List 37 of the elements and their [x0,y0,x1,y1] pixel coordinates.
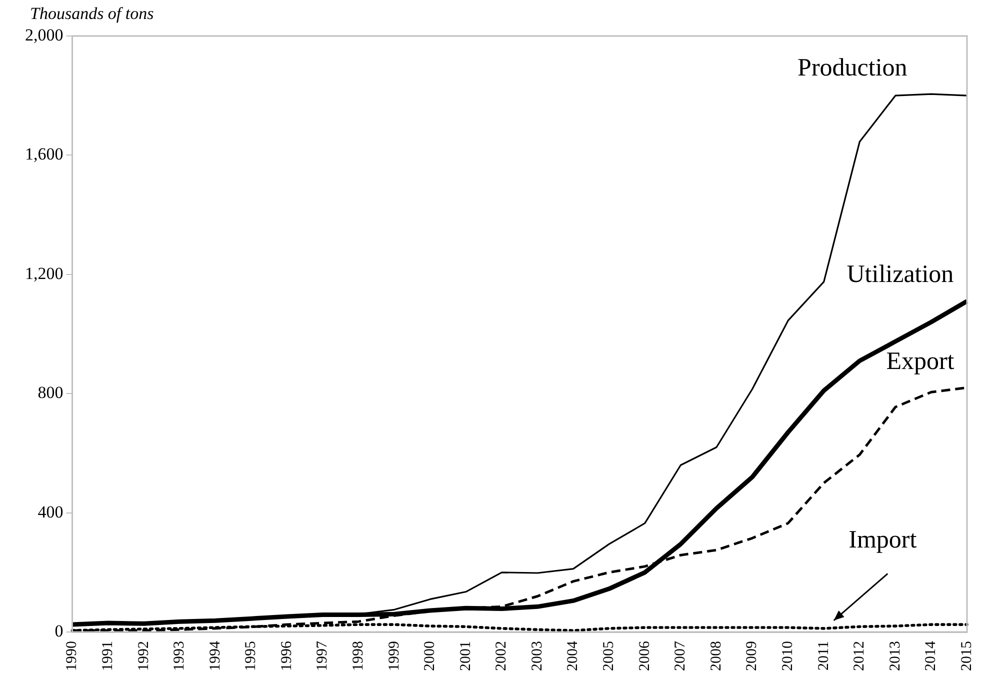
series-label: Export [886,348,954,376]
x-tick-label: 2008 [708,641,724,671]
x-tick-label: 1999 [386,641,402,671]
x-tick-label: 1997 [314,640,331,671]
x-tick-label: 2004 [565,640,582,671]
x-tick-label: 2010 [780,641,796,671]
series-label: Production [798,54,908,82]
x-tick-label: 2012 [852,641,868,671]
y-tick-label: 400 [38,502,64,522]
x-tick-label: 1990 [64,641,80,671]
x-tick-label: 2001 [458,641,474,671]
y-tick-label: 0 [54,621,64,640]
y-axis-title: Thousands of tons [30,4,154,24]
y-tick-label: 2,000 [25,25,64,44]
x-tick-label: 1998 [350,641,367,671]
x-tick-label: 1993 [172,641,188,671]
text: Import [848,526,917,554]
x-tick-label: 2005 [601,641,618,671]
x-tick-label: 2003 [529,641,546,671]
y-tick-label: 1,200 [25,264,64,283]
y-tick-label: 1,600 [25,144,64,164]
x-tick-label: 1991 [100,641,116,671]
x-tick-label: 2014 [923,640,940,671]
x-tick-label: 2015 [958,641,975,671]
series-label: Utilization [846,261,954,288]
x-tick-label: 2011 [816,641,832,670]
x-tick-label: 2000 [422,641,438,671]
x-tick-label: 2002 [494,641,510,671]
x-tick-label: 1995 [243,641,260,671]
x-tick-label: 1992 [136,641,152,671]
y-tick-label: 800 [38,383,64,402]
x-tick-label: 2006 [636,640,653,671]
x-tick-label: 2009 [744,641,760,671]
x-tick-label: 1994 [207,640,224,671]
x-tick-label: 2007 [672,640,689,671]
x-tick-label: 1996 [278,640,295,671]
x-tick-label: 2013 [887,641,904,671]
